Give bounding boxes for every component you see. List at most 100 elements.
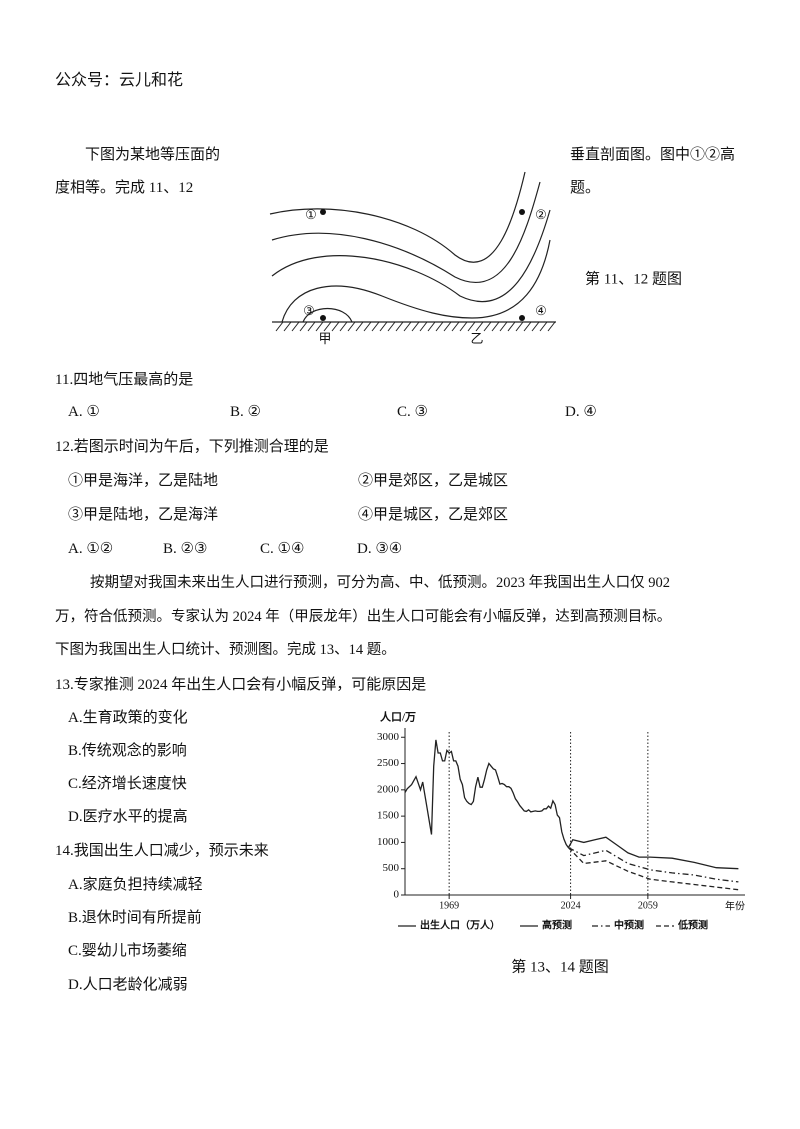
figure-caption: 第 11、12 题图 [585,269,682,287]
option: C.经济增长速度快 [68,776,187,792]
hatch-mark [347,321,356,332]
option: B.传统观念的影响 [68,743,187,759]
intro-text: 下图为某地等压面的 [85,147,221,163]
legend-label: 高预测 [542,918,572,931]
isobar [271,181,541,284]
hatch-mark [275,321,284,332]
legend-label: 出生人口（万人） [420,918,500,931]
intro-text: 垂直剖面图。图中①②高 [570,147,736,163]
hatch-mark [499,321,508,332]
question-stem: 12.若图示时间为午后，下列推测合理的是 [55,439,329,455]
hatch-mark [427,321,436,332]
option: D. ③④ [357,541,403,557]
option: D.人口老龄化减弱 [68,977,188,993]
option: B. ②③ [163,541,208,557]
option: B. ② [230,404,261,420]
series-line [567,847,739,891]
option: D. ④ [565,404,597,420]
place-label: 甲 [318,331,331,346]
point-label: ④ [535,303,547,318]
option: C.婴幼儿市场萎缩 [68,943,187,959]
y-tick-label: 2000 [377,783,400,795]
intro-text: 题。 [570,180,601,196]
y-axis-label: 人口/万 [380,710,416,724]
hatch-mark [323,321,332,332]
y-tick-label: 2500 [377,757,400,769]
isobar [281,239,551,323]
hatch-mark [467,321,476,332]
isobar [269,171,526,263]
hatch-mark [507,321,516,332]
question-stem: 11.四地气压最高的是 [55,372,194,388]
ground-hatch [275,321,556,332]
hatch-mark [283,321,292,332]
hatch-mark [307,321,316,332]
option: D.医疗水平的提高 [68,809,188,825]
isobar [271,209,551,303]
option: A. ①② [68,541,114,557]
y-tick-label: 1500 [377,810,400,822]
hatch-mark [523,321,532,332]
hatch-mark [291,321,300,332]
x-tick-label: 2059 [638,900,658,911]
hatch-mark [363,321,372,332]
intro-text: 按期望对我国未来出生人口进行预测，可分为高、中、低预测。2023 年我国出生人口… [90,575,670,591]
header: 公众号：云儿和花 [55,70,184,89]
hatch-mark [451,321,460,332]
hatch-mark [475,321,484,332]
hatch-mark [355,321,364,332]
intro-text: 下图为我国出生人口统计、预测图。完成 13、14 题。 [55,642,396,658]
population-chart: 人口/万 年份 第 13、14 题图 0 500 1000 1500 2000 2500 3… [377,710,745,975]
statement: ②甲是郊区，乙是城区 [358,473,509,489]
point-dot [320,209,326,215]
series-line [567,836,739,870]
x-axis-label: 年份 [725,899,745,912]
place-label: 乙 [470,331,483,346]
y-tick-label: 1000 [377,836,400,848]
statement: ④甲是城区，乙是郊区 [358,507,509,523]
y-tick-label: 3000 [377,731,400,743]
hatch-mark [379,321,388,332]
hatch-mark [387,321,396,332]
isobar-figure: ① ② ③ ④ 甲 乙 第 11、12 题图 [269,171,682,346]
hatch-mark [419,321,428,332]
question-stem: 14.我国出生人口减少，预示未来 [55,843,269,859]
legend-label: 低预测 [677,918,708,931]
chart-caption: 第 13、14 题图 [511,957,609,975]
point-label: ① [305,207,317,222]
point-label: ② [535,207,547,222]
hatch-mark [395,321,404,332]
hatch-mark [531,321,540,332]
hatch-mark [371,321,380,332]
x-tick-label: 1969 [439,900,459,911]
hatch-mark [547,321,556,332]
isobar [302,308,353,323]
intro-text: 度相等。完成 11、12 [55,180,194,196]
option: B.退休时间有所提前 [68,910,202,926]
series-line [404,739,569,848]
option: A.家庭负担持续减轻 [68,877,203,893]
hatch-mark [403,321,412,332]
question-stem: 13.专家推测 2024 年出生人口会有小幅反弹，可能原因是 [55,677,427,693]
hatch-mark [459,321,468,332]
intro-text: 万，符合低预测。专家认为 2024 年（甲辰龙年）出生人口可能会有小幅反弹，达到… [55,609,672,625]
statement: ③甲是陆地，乙是海洋 [68,507,219,523]
legend-label: 中预测 [614,918,644,931]
y-tick-label: 500 [383,862,400,874]
series-line [568,847,739,883]
hatch-mark [483,321,492,332]
option: A. ① [68,404,100,420]
hatch-mark [315,321,324,332]
point-dot [519,315,525,321]
option: C. ①④ [260,541,305,557]
y-tick-label: 0 [394,889,400,901]
option: C. ③ [397,404,428,420]
point-dot [320,315,326,321]
hatch-mark [331,321,340,332]
hatch-mark [491,321,500,332]
hatch-mark [339,321,348,332]
hatch-mark [411,321,420,332]
hatch-mark [443,321,452,332]
statement: ①甲是海洋，乙是陆地 [68,473,219,489]
